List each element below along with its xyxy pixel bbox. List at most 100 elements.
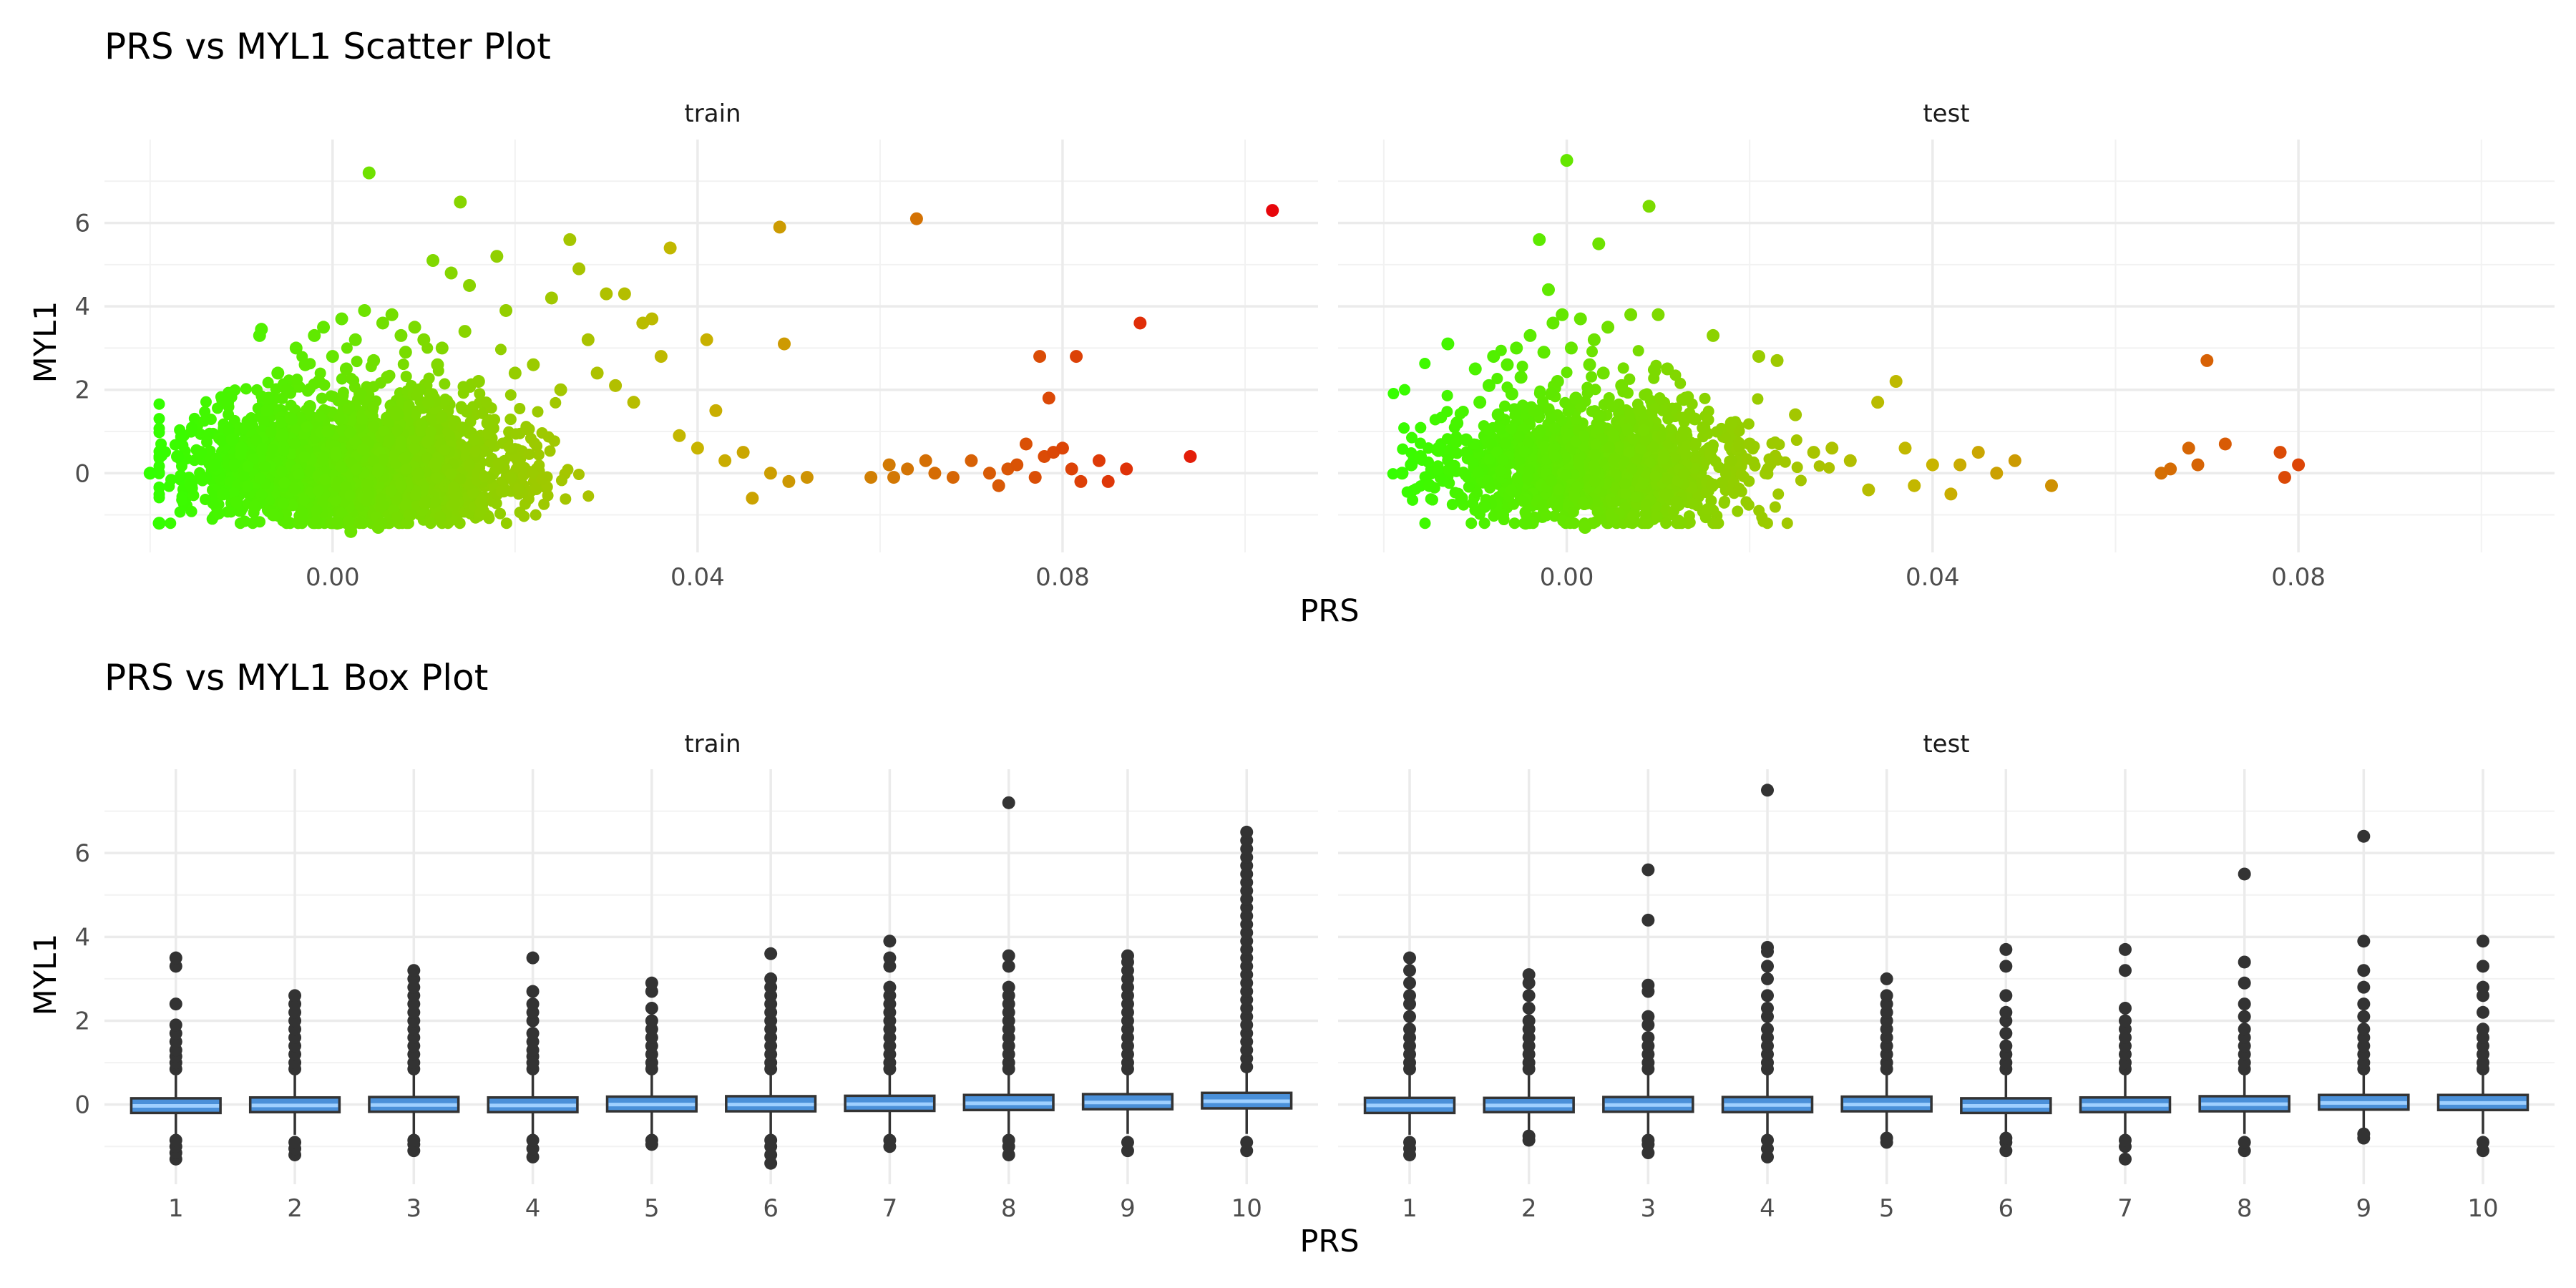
scatter-point [435,341,449,355]
scatter-point-cloud [1499,437,1511,449]
box-outlier [1403,1136,1416,1149]
box-x-label: PRS [1299,1224,1359,1259]
scatter-point-cloud [1397,443,1409,455]
scatter-point-cloud [1478,517,1491,530]
scatter-point-cloud [1570,414,1582,426]
scatter-point-cloud [1586,346,1598,358]
box-outlier [1641,1133,1655,1147]
scatter-point [367,353,381,367]
scatter-point-cloud [514,402,526,414]
scatter-point-cloud [542,431,555,443]
scatter-point-cloud [1639,507,1652,519]
box-outlier [1403,1023,1416,1036]
scatter-point-cloud [238,470,250,482]
scatter-point [1601,321,1615,334]
scatter-point-cloud [1564,517,1576,530]
scatter-point [554,383,567,396]
box-outlier [1761,960,1774,973]
scatter-point [353,387,367,401]
scatter-point-cloud [1632,345,1644,357]
scatter-point [1092,454,1106,467]
box-outlier [288,1136,302,1149]
scatter-point [1523,328,1537,342]
x-tick-label: 9 [2356,1194,2372,1223]
scatter-point-cloud [429,496,441,508]
scatter-point [1669,496,1683,509]
box-outlier [2238,1010,2251,1023]
scatter-point [1491,408,1505,421]
scatter-point-cloud [397,358,409,371]
scatter-point-cloud [1781,517,1793,530]
scatter-point-cloud [1451,447,1463,459]
scatter-point-cloud [1733,425,1745,437]
scatter-point-cloud [1548,421,1561,434]
scatter-point-cloud [1546,496,1558,508]
box-outlier [1522,1001,1536,1015]
box-outlier [645,1001,658,1015]
scatter-point [1679,391,1692,405]
box-outlier [169,1018,182,1032]
box-outlier [2357,997,2371,1011]
scatter-point-cloud [1415,480,1427,492]
scatter-point-cloud [1644,457,1656,469]
scatter-strip-train: train [684,99,741,128]
scatter-point-cloud [1553,484,1565,496]
scatter-point-cloud [336,373,348,385]
box-outlier [1641,863,1655,877]
scatter-point-cloud [1620,487,1632,499]
scatter-point [1441,337,1455,351]
scatter-point-cloud [1609,496,1621,508]
scatter-point [2278,471,2291,484]
scatter-point-cloud [495,485,507,497]
scatter-point-cloud [464,459,476,471]
scatter-point-cloud [1446,498,1458,510]
scatter-point-cloud [444,468,457,480]
scatter-point [1184,449,1197,463]
scatter-point [1770,353,1784,367]
scatter-point-cloud [1578,430,1590,442]
y-tick-label: 4 [74,923,90,952]
scatter-x-label: PRS [1299,593,1359,629]
scatter-point [965,454,978,467]
scatter-point-cloud [1769,501,1781,513]
scatter-point-cloud [199,406,211,418]
scatter-point [1889,375,1903,389]
scatter-point-cloud [492,457,504,469]
x-tick-label: 2 [287,1194,303,1223]
scatter-point-cloud [503,441,515,453]
scatter-point [508,366,522,380]
box-outlier [1999,960,2013,973]
scatter-point [1501,358,1514,371]
scatter-point [280,383,294,396]
scatter-point [235,441,248,455]
scatter-point-cloud [1521,472,1533,484]
box-outlier [883,935,897,948]
scatter-point [709,404,723,417]
scatter-point-cloud [336,507,348,519]
scatter-point-cloud [258,416,270,428]
scatter-point [1990,467,2004,480]
scatter-point-cloud [528,437,540,449]
scatter-point-cloud [223,424,235,436]
scatter-point-cloud [293,468,305,480]
scatter-point [390,408,404,421]
box-outlier [1121,1136,1134,1149]
scatter-point [1556,308,1569,321]
box-outlier [1761,1133,1774,1147]
scatter-point-cloud [482,427,494,439]
scatter-point-cloud [478,470,490,482]
scatter-point [2292,458,2306,472]
scatter-point [271,366,285,380]
scatter-point-cloud [343,426,356,439]
scatter-point-cloud [455,401,467,413]
box-outlier [526,1133,540,1147]
scatter-point-cloud [1630,491,1642,503]
scatter-point-cloud [1559,469,1571,481]
scatter-point-cloud [518,510,530,522]
scatter-point-cloud [1571,480,1584,492]
scatter-point-cloud [250,434,263,446]
scatter-point-cloud [424,517,436,530]
scatter-point-cloud [464,416,477,428]
scatter-point-cloud [530,509,542,521]
scatter-point-cloud [330,446,342,458]
